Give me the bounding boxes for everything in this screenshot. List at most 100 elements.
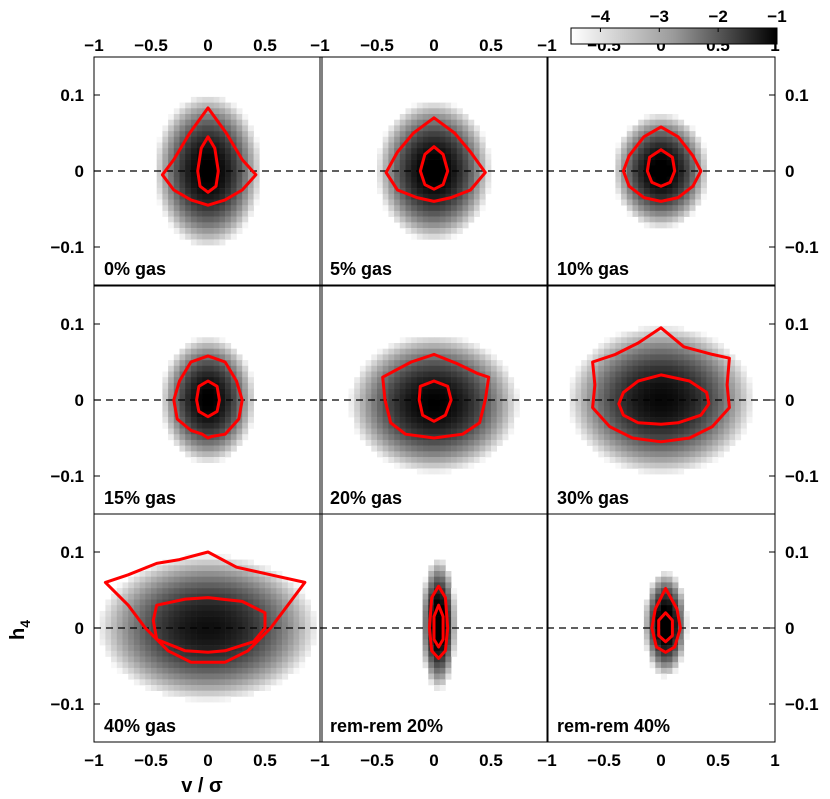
density-cell	[649, 131, 656, 138]
density-cell	[265, 650, 271, 657]
density-cell	[462, 377, 469, 384]
density-cell	[213, 696, 220, 703]
density-cell	[399, 125, 406, 132]
density-cell	[473, 131, 480, 138]
density-cell	[638, 182, 645, 189]
density-cell	[111, 662, 118, 669]
density-cell	[145, 593, 152, 600]
density-cell	[247, 131, 254, 138]
density-cell	[377, 165, 383, 172]
density-cell	[293, 605, 300, 612]
density-cell	[394, 159, 401, 166]
density-cell	[456, 182, 463, 189]
density-cell	[202, 343, 209, 349]
density-cell	[99, 622, 106, 629]
density-cell	[615, 331, 622, 338]
density-cell	[428, 428, 435, 435]
density-cell	[643, 125, 650, 132]
density-cell	[253, 588, 260, 595]
density-cell	[399, 348, 406, 355]
density-cell	[196, 377, 203, 384]
density-cell	[672, 650, 679, 657]
density-cell	[422, 610, 429, 617]
density-cell	[225, 439, 232, 446]
density-cell	[202, 690, 209, 697]
density-cell	[428, 576, 435, 583]
density-cell	[678, 422, 685, 429]
density-cell	[416, 428, 423, 435]
density-cell	[428, 462, 435, 469]
density-cell	[462, 354, 469, 361]
density-cell	[649, 354, 656, 361]
density-cell	[462, 193, 469, 200]
density-cell	[219, 400, 226, 406]
density-cell	[202, 360, 209, 367]
density-cell	[468, 400, 475, 406]
density-cell	[718, 360, 724, 367]
density-cell	[683, 428, 690, 435]
density-cell	[173, 599, 180, 606]
density-cell	[439, 565, 446, 572]
density-cell	[242, 582, 249, 589]
density-cell	[479, 354, 486, 361]
density-cell	[485, 400, 492, 406]
density-cell	[621, 193, 628, 200]
density-cell	[225, 662, 232, 669]
density-cell	[661, 171, 667, 177]
svg-text:h4: h4	[7, 620, 33, 640]
density-cell	[689, 382, 696, 389]
density-cell	[213, 685, 220, 691]
density-cell	[190, 371, 197, 378]
density-cell	[276, 588, 283, 595]
density-cell	[416, 222, 423, 229]
density-cell	[399, 165, 406, 172]
density-cell	[604, 348, 610, 355]
density-cell	[643, 417, 650, 424]
density-cell	[672, 348, 679, 355]
density-cell	[276, 622, 283, 629]
density-cell	[445, 216, 452, 223]
density-cell	[247, 125, 254, 132]
density-cell	[434, 650, 440, 657]
density-cell	[168, 405, 175, 412]
density-cell	[394, 176, 401, 183]
density-cell	[626, 331, 633, 338]
density-cell	[405, 457, 412, 463]
density-cell	[399, 371, 406, 378]
density-cell	[382, 148, 389, 155]
density-cell	[655, 462, 662, 469]
density-cell	[185, 685, 192, 691]
density-cell	[678, 205, 685, 212]
density-cell	[230, 605, 237, 612]
density-cell	[678, 131, 685, 138]
density-cell	[445, 377, 452, 384]
density-cell	[689, 439, 696, 446]
density-cell	[156, 616, 163, 623]
density-cell	[569, 417, 576, 424]
density-cell	[462, 343, 469, 349]
density-cell	[604, 428, 610, 435]
density-cell	[422, 417, 429, 424]
density-cell	[621, 142, 628, 149]
density-cell	[282, 650, 289, 657]
density-cell	[700, 451, 707, 458]
density-cell	[382, 457, 389, 463]
density-cell	[133, 673, 140, 680]
density-cell	[672, 371, 679, 378]
density-cell	[649, 148, 656, 155]
density-cell	[428, 662, 435, 669]
density-cell	[139, 667, 146, 674]
x-tick-bottom: 0.5	[706, 751, 730, 770]
density-cell	[598, 354, 605, 361]
density-cell	[434, 673, 440, 680]
density-cell	[230, 582, 237, 589]
density-cell	[247, 690, 254, 697]
density-cell	[655, 394, 662, 401]
density-cell	[422, 148, 429, 155]
density-cell	[230, 559, 237, 566]
density-cell	[213, 662, 220, 669]
density-cell	[388, 188, 395, 195]
density-cell	[689, 159, 696, 166]
density-cell	[422, 176, 429, 183]
density-cell	[655, 588, 662, 595]
